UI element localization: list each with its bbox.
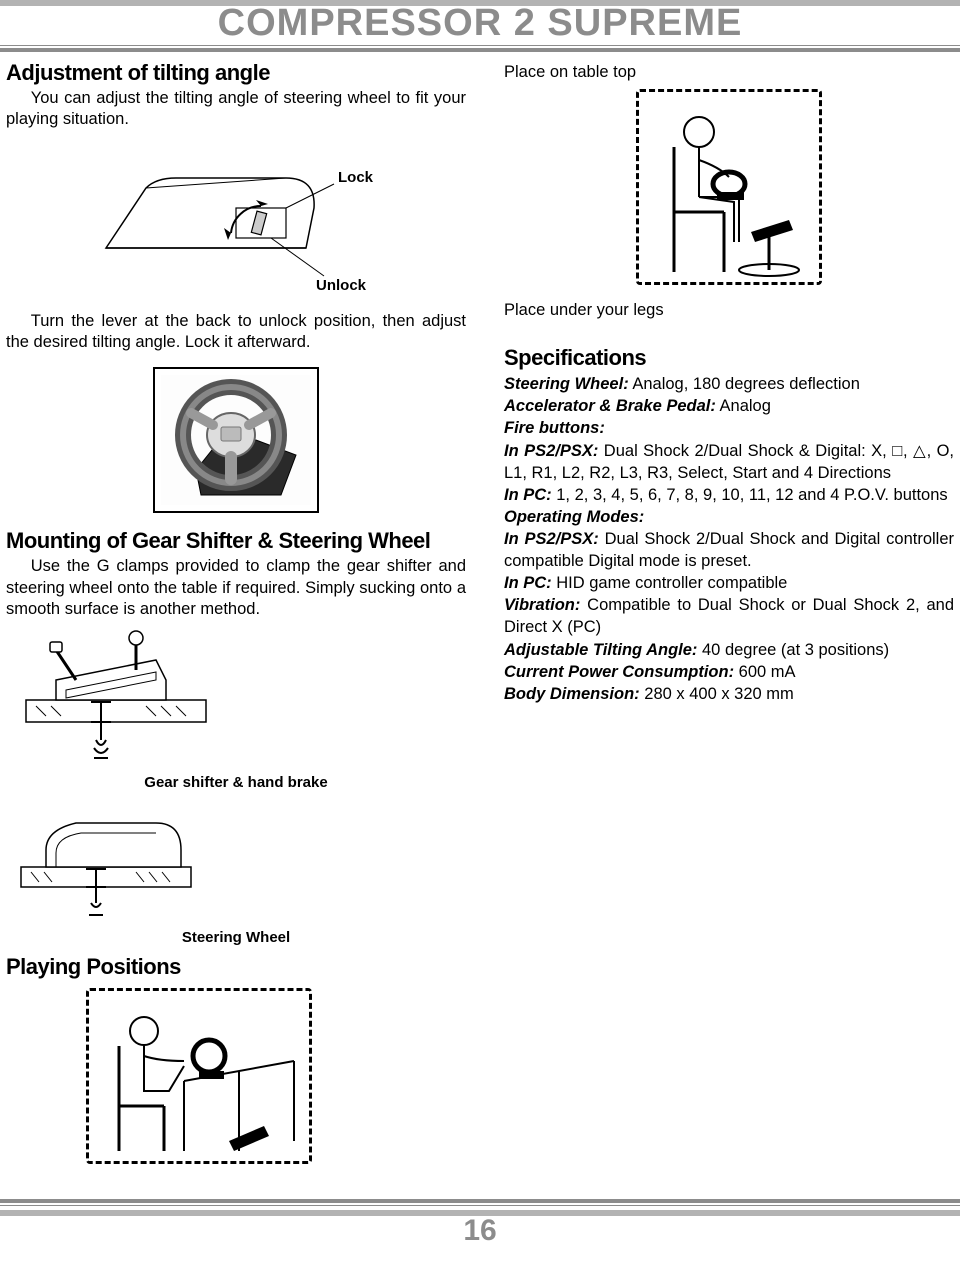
right-column: Place on table top: [494, 56, 954, 1169]
spec-mode-k: Operating Modes:: [504, 508, 644, 526]
spec-mode-pc-v: HID game controller compatible: [552, 574, 788, 592]
spec-power-v: 600 mA: [734, 663, 795, 681]
text-adjustment-intro: You can adjust the tilting angle of stee…: [6, 88, 466, 130]
spec-dim-k: Body Dimension:: [504, 685, 640, 703]
left-column: Adjustment of tilting angle You can adju…: [6, 56, 466, 1169]
text-mounting: Use the G clamps provided to clamp the g…: [6, 556, 466, 619]
specifications-block: Steering Wheel: Analog, 180 degrees defl…: [504, 373, 954, 705]
unlock-label: Unlock: [316, 277, 367, 294]
text-adjustment-steps: Turn the lever at the back to unlock pos…: [6, 311, 466, 353]
label-place-table-top: Place on table top: [504, 62, 954, 83]
figure-wheel-clamp: Steering Wheel: [6, 805, 466, 946]
spec-steering-k: Steering Wheel:: [504, 375, 629, 393]
gear-clamp-svg: [6, 630, 226, 770]
lock-label: Lock: [338, 169, 374, 186]
caption-steering-wheel: Steering Wheel: [6, 929, 466, 946]
spec-steering-v: Analog, 180 degrees deflection: [629, 375, 860, 393]
wheel-clamp-svg: [6, 805, 206, 925]
figure-position-under-legs: [504, 89, 954, 290]
label-place-under-legs: Place under your legs: [504, 300, 954, 321]
page-number: 16: [0, 1214, 960, 1248]
spec-tilt-k: Adjustable Tilting Angle:: [504, 641, 697, 659]
spec-vib-k: Vibration:: [504, 596, 580, 614]
heading-specifications: Specifications: [504, 345, 954, 371]
spec-pedal-k: Accelerator & Brake Pedal:: [504, 397, 716, 415]
spec-pc-k: In PC:: [504, 486, 552, 504]
square-icon: □: [892, 442, 903, 460]
figure-lock-unlock: Lock Unlock: [6, 130, 466, 311]
spec-mode-ps2-k: In PS2/PSX:: [504, 530, 599, 548]
figure-wheel-photo: [6, 367, 466, 518]
spec-mode-pc-k: In PC:: [504, 574, 552, 592]
page-title: COMPRESSOR 2 SUPREME: [0, 2, 960, 45]
wheel-photo-svg: [161, 375, 311, 505]
position-underlegs-svg: [639, 92, 819, 282]
rule-bottom-thin: [0, 1205, 960, 1206]
comma1: ,: [903, 442, 913, 460]
rule-top-thin: [0, 45, 960, 46]
spec-ps2-v-a: Dual Shock 2/Dual Shock & Digital: X,: [598, 442, 892, 460]
spec-ps2-k: In PS2/PSX:: [504, 442, 598, 460]
spec-tilt-v: 40 degree (at 3 positions): [697, 641, 889, 659]
rule-bottom-thick: [0, 1199, 960, 1203]
spec-dim-v: 280 x 400 x 320 mm: [640, 685, 794, 703]
spec-pedal-v: Analog: [716, 397, 771, 415]
spec-fire-k: Fire buttons:: [504, 419, 605, 437]
heading-adjustment: Adjustment of tilting angle: [6, 60, 466, 86]
position-tabletop-svg: [89, 991, 309, 1161]
heading-playing-positions: Playing Positions: [6, 954, 466, 980]
spec-pc-v: 1, 2, 3, 4, 5, 6, 7, 8, 9, 10, 11, 12 an…: [552, 486, 948, 504]
spec-power-k: Current Power Consumption:: [504, 663, 734, 681]
lock-diagram-svg: Lock Unlock: [86, 138, 386, 298]
figure-gear-clamp: Gear shifter & hand brake: [6, 630, 466, 791]
heading-mounting: Mounting of Gear Shifter & Steering Whee…: [6, 528, 466, 554]
figure-position-tabletop: [6, 988, 466, 1169]
triangle-icon: △: [913, 442, 927, 460]
caption-gear-shifter: Gear shifter & hand brake: [6, 774, 466, 791]
